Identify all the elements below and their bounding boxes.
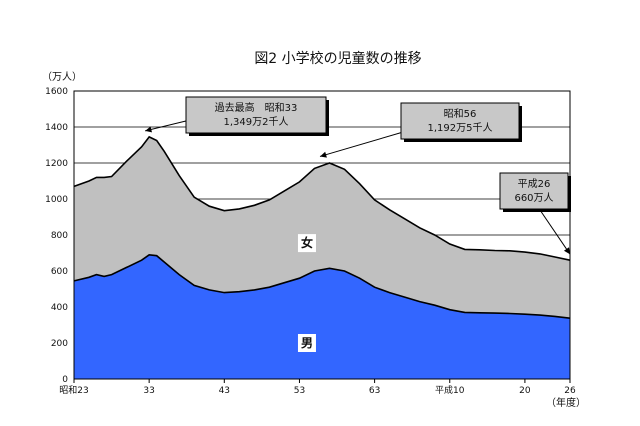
series-label-bg	[297, 334, 316, 352]
plot-frame	[73, 90, 571, 380]
series-labels: 男女	[297, 234, 316, 352]
x-unit-label: （年度）	[546, 396, 586, 409]
annotation-arrowhead	[563, 247, 570, 255]
annotation-arrowhead	[145, 126, 152, 133]
line-total	[73, 135, 571, 261]
annotation-arrow	[319, 129, 411, 157]
chart-title: 図2 小学校の児童数の推移	[254, 50, 421, 67]
y-tick-label: 400	[51, 303, 68, 313]
y-unit-label: （万人）	[42, 71, 82, 83]
annotation-text: 660万人	[514, 192, 553, 204]
annotation-arrow	[145, 119, 191, 132]
x-tick-label: 20	[519, 386, 531, 396]
x-tick-label: 53	[294, 386, 305, 396]
x-tick-label: 26	[564, 386, 576, 396]
area-male	[74, 254, 570, 379]
annotation-text: 平成26	[518, 178, 551, 190]
annotation-box	[185, 96, 327, 134]
axes: 0 200 400 600 800 1000 1200 1400 1600 昭和23 33 43 53 6…	[45, 87, 576, 396]
x-tick-label: 43	[219, 386, 230, 396]
annotation-arrowhead	[320, 151, 327, 158]
area-series	[73, 135, 571, 379]
annotation-text: 過去最高 昭和33	[215, 101, 298, 114]
series-label-bg	[297, 234, 316, 253]
y-tick-label: 800	[51, 231, 68, 241]
y-tick-label: 600	[51, 267, 68, 277]
x-tick-label: 昭和23	[59, 385, 88, 396]
y-tick-label: 1000	[45, 195, 68, 205]
x-tick-label: 平成10	[435, 384, 465, 396]
y-tick-label: 1200	[45, 159, 68, 169]
annotation-arrow	[539, 209, 571, 255]
y-tick-label: 200	[51, 339, 68, 349]
y-tick-label: 1600	[45, 87, 68, 97]
series-label: 男	[301, 336, 313, 350]
y-tick-label: 1400	[45, 123, 68, 133]
annotation-text: 1,192万5千人	[428, 122, 493, 134]
annotation-box	[499, 172, 569, 210]
annotation-text: 昭和56	[444, 108, 477, 120]
area-female	[74, 136, 570, 319]
x-tick-label: 63	[369, 386, 380, 396]
x-tick-label: 33	[143, 386, 154, 396]
series-label: 女	[301, 235, 313, 250]
annotation-text: 1,349万2千人	[224, 116, 289, 128]
line-male	[73, 253, 571, 319]
y-tick-label: 0	[62, 375, 68, 385]
annotation-box	[400, 102, 520, 140]
